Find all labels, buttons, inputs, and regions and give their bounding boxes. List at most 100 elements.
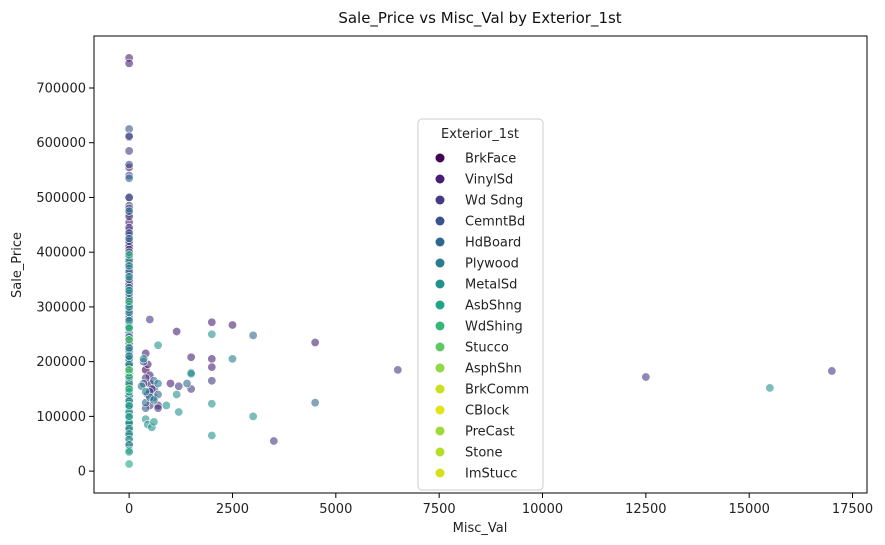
y-tick-label: 300000 [36,300,86,315]
data-point-vinylsd [207,362,217,372]
legend-marker [435,258,445,268]
x-tick-label: 15000 [729,502,770,517]
data-point-stucco [124,365,134,375]
data-point-metalsd [172,389,182,399]
legend-marker [435,468,445,478]
y-axis-ticks: 0 100000 200000 300000 400000 500000 600000 700… [36,81,94,480]
legend-title: Exterior_1st [441,127,519,142]
legend-marker [435,237,445,247]
data-point-asbshng [124,411,134,421]
legend-label: AsphShn [465,362,522,377]
data-point-metalsd [124,261,134,271]
data-point-vinylsd [165,379,175,389]
x-tick-label: 0 [125,502,133,517]
data-point-wdshing [124,296,134,306]
data-point-metalsd [207,399,217,409]
data-point-wdshing [124,384,134,394]
legend-label: WdShing [465,320,523,335]
legend-label: VinylSd [465,173,513,188]
legend-label: Wd Sdng [465,194,523,209]
legend-marker [435,174,445,184]
data-point-plywood [141,387,151,397]
legend-label: CemntBd [465,215,525,230]
legend-marker [435,321,445,331]
data-point-asbshng [124,459,134,469]
points-layer [124,53,837,469]
chart-title: Sale_Price vs Misc_Val by Exterior_1st [338,9,621,28]
data-point-metalsd [124,285,134,295]
legend-label: CBlock [465,404,510,419]
data-point-hdboard [182,379,192,389]
y-tick-label: 500000 [36,191,86,206]
legend: Exterior_1st BrkFace VinylSd Wd Sdng CemntB… [417,118,544,491]
data-point-wd-sdng [393,365,403,375]
x-tick-label: 5000 [319,502,352,517]
legend-marker [435,426,445,436]
data-point-hdboard [124,206,134,216]
data-point-wd-sdng [269,436,279,446]
legend-marker [435,342,445,352]
data-point-metalsd [207,329,217,339]
legend-label: MetalSd [465,278,517,293]
data-point-plywood [153,379,163,389]
y-tick-label: 100000 [36,410,86,425]
legend-marker [435,279,445,289]
legend-label: AsbShng [465,299,522,314]
data-point-wd-sdng [827,366,837,376]
data-point-metalsd [153,340,163,350]
data-point-vinylsd [186,352,196,362]
legend-label: Stone [465,446,503,461]
data-point-hdboard [310,398,320,408]
data-point-vinylsd [310,337,320,347]
x-tick-label: 2500 [216,502,249,517]
data-point-stucco [124,335,134,345]
legend-label: ImStucc [465,467,517,482]
data-point-vinylsd [207,354,217,364]
legend-marker [435,195,445,205]
data-point-vinylsd [207,317,217,327]
data-point-metalsd [186,369,196,379]
data-point-metalsd [174,407,184,417]
data-point-metalsd [124,343,134,353]
legend-label: Stucco [465,341,509,356]
legend-marker [435,216,445,226]
data-point-wdshing [124,323,134,333]
legend-box [417,118,544,491]
y-tick-label: 600000 [36,136,86,151]
x-axis-title: Misc_Val [453,521,508,536]
data-point-wd-sdng [207,376,217,386]
legend-marker [435,384,445,394]
data-point-wd-sdng [124,146,134,156]
data-point-metalsd [161,400,171,410]
y-tick-label: 400000 [36,246,86,261]
data-point-wd-sdng [641,372,651,382]
data-point-vinylsd [227,320,237,330]
data-point-metalsd [765,383,775,393]
legend-marker [435,153,445,163]
data-point-wd-sdng [174,381,184,391]
data-point-hdboard [248,330,258,340]
data-point-vinylsd [124,58,134,68]
y-tick-label: 200000 [36,355,86,370]
data-point-metalsd [149,417,159,427]
legend-label: HdBoard [465,236,521,251]
data-point-asbshng [124,400,134,410]
data-point-hdboard [124,173,134,183]
legend-label: BrkComm [465,383,529,398]
data-point-metalsd [139,354,149,364]
y-axis-title: Sale_Price [10,232,25,298]
data-point-plywood [149,395,159,405]
data-point-vinylsd [172,327,182,337]
data-point-metalsd [124,272,134,282]
x-tick-label: 12500 [625,502,666,517]
data-point-wd-sdng [145,314,155,324]
data-point-asbshng [124,447,134,457]
legend-label: PreCast [465,425,515,440]
data-point-hdboard [124,234,134,244]
x-tick-label: 17500 [832,502,873,517]
data-point-cemntbd [124,160,134,170]
x-tick-label: 10000 [522,502,563,517]
legend-marker [435,300,445,310]
